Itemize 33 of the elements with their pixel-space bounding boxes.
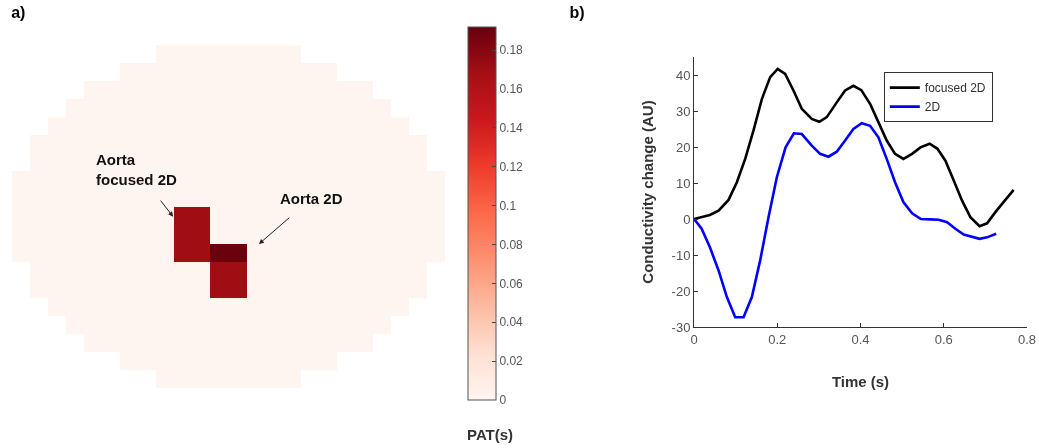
y-tick-label: -20 — [671, 283, 691, 299]
x-axis-title: Time (s) — [831, 372, 890, 390]
color-bar-label: 0.14 — [499, 121, 524, 136]
color-bar-title: PAT(s) — [467, 426, 514, 443]
x-tick-label: 0.8 — [1017, 331, 1037, 347]
y-tick-label: 10 — [675, 175, 691, 191]
color-bar-label: 0.16 — [499, 82, 524, 97]
color-bar-label: 0.18 — [499, 43, 524, 58]
legend-label: focused 2D — [924, 81, 986, 96]
legend-label: 2D — [924, 100, 941, 115]
color-bar-label: 0.08 — [499, 237, 524, 252]
chart-title: b) — [569, 3, 585, 21]
y-tick-label: 40 — [675, 67, 691, 83]
line-series — [694, 67, 1015, 228]
color-bar-label: 0.1 — [499, 198, 517, 213]
x-tick-label: 0.6 — [934, 331, 953, 347]
y-tick-label: 0 — [683, 211, 691, 227]
x-tick-label: 0.2 — [768, 331, 787, 347]
y-axis-title: Conductivity change (AU) — [638, 100, 656, 284]
y-tick-label: -30 — [671, 319, 691, 335]
y-tick-label: -10 — [671, 247, 691, 263]
annotation: Aorta 2D — [280, 190, 343, 207]
y-tick-label: 20 — [675, 139, 691, 155]
chart-title: a) — [11, 3, 26, 21]
x-tick-label: 0.4 — [851, 331, 870, 347]
color-bar-label: 0.04 — [499, 315, 524, 330]
color-bar-label: 0.12 — [499, 159, 524, 174]
color-bar-label: 0 — [499, 393, 507, 408]
annotation: Aorta focused 2D — [96, 151, 178, 188]
color-bar-label: 0.02 — [499, 354, 524, 369]
y-tick-label: 30 — [675, 103, 691, 119]
line-series — [694, 121, 998, 319]
color-bar-label: 0.06 — [499, 276, 524, 291]
